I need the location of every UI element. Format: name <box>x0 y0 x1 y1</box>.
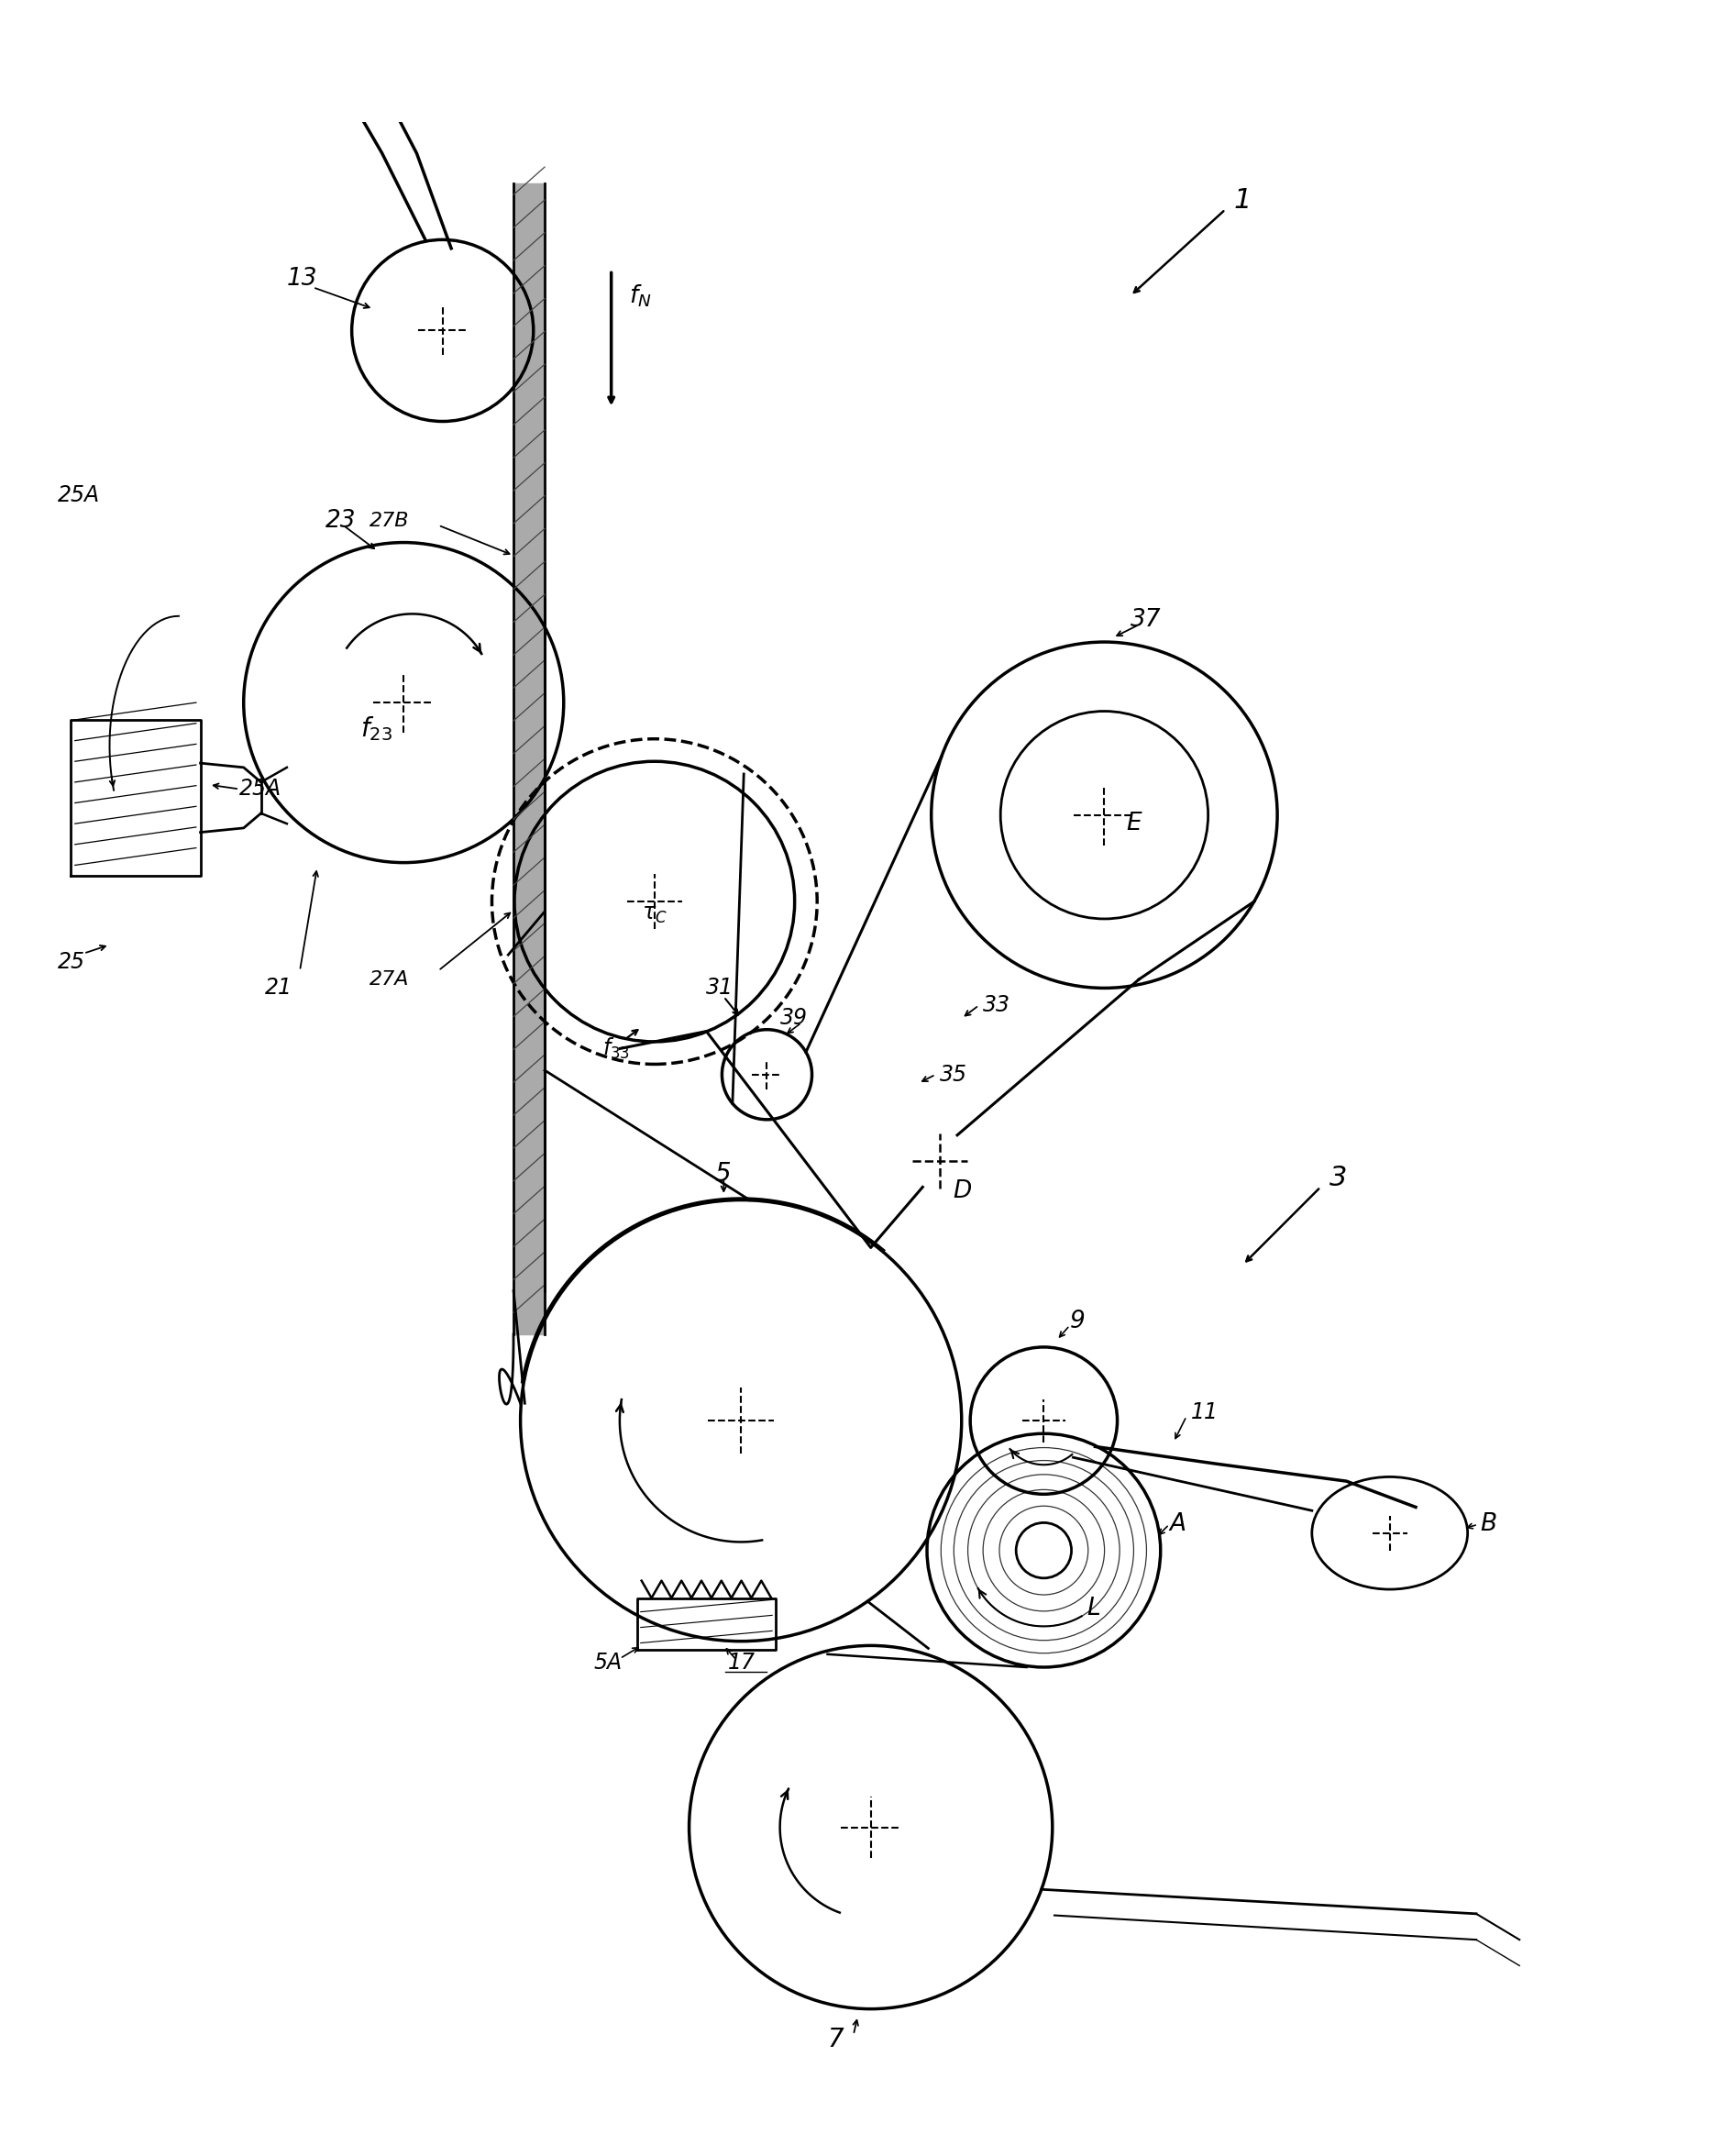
Text: 33: 33 <box>984 994 1011 1015</box>
Text: 25: 25 <box>57 951 85 972</box>
Text: $f_N$: $f_N$ <box>629 282 651 308</box>
Text: A: A <box>1169 1514 1186 1537</box>
Text: 39: 39 <box>779 1007 807 1028</box>
Text: L: L <box>1088 1598 1100 1621</box>
Text: $\tau_C$: $\tau_C$ <box>641 903 667 925</box>
Text: 9: 9 <box>1070 1309 1084 1332</box>
Text: 5: 5 <box>715 1162 731 1188</box>
Text: 17: 17 <box>727 1651 755 1673</box>
Text: 11: 11 <box>1192 1401 1218 1423</box>
Text: 25A: 25A <box>239 778 282 800</box>
Text: $f_{23}$: $f_{23}$ <box>360 714 393 742</box>
Text: 25A: 25A <box>57 483 100 507</box>
Text: 21: 21 <box>265 977 293 998</box>
Text: 27A: 27A <box>369 970 409 990</box>
Text: E: E <box>1126 813 1141 837</box>
Text: 27B: 27B <box>369 511 409 530</box>
Text: B: B <box>1481 1514 1496 1537</box>
Text: 37: 37 <box>1131 608 1160 632</box>
Text: 3: 3 <box>1328 1164 1347 1192</box>
Text: 5A: 5A <box>594 1651 622 1673</box>
Text: 35: 35 <box>940 1063 968 1087</box>
Text: 7: 7 <box>828 2027 843 2053</box>
Text: 1: 1 <box>1235 188 1252 213</box>
Text: 13: 13 <box>288 267 317 291</box>
Text: D: D <box>953 1179 972 1203</box>
Text: 31: 31 <box>707 977 734 998</box>
Text: 23: 23 <box>326 509 357 533</box>
Text: $f_{33}$: $f_{33}$ <box>603 1037 630 1061</box>
